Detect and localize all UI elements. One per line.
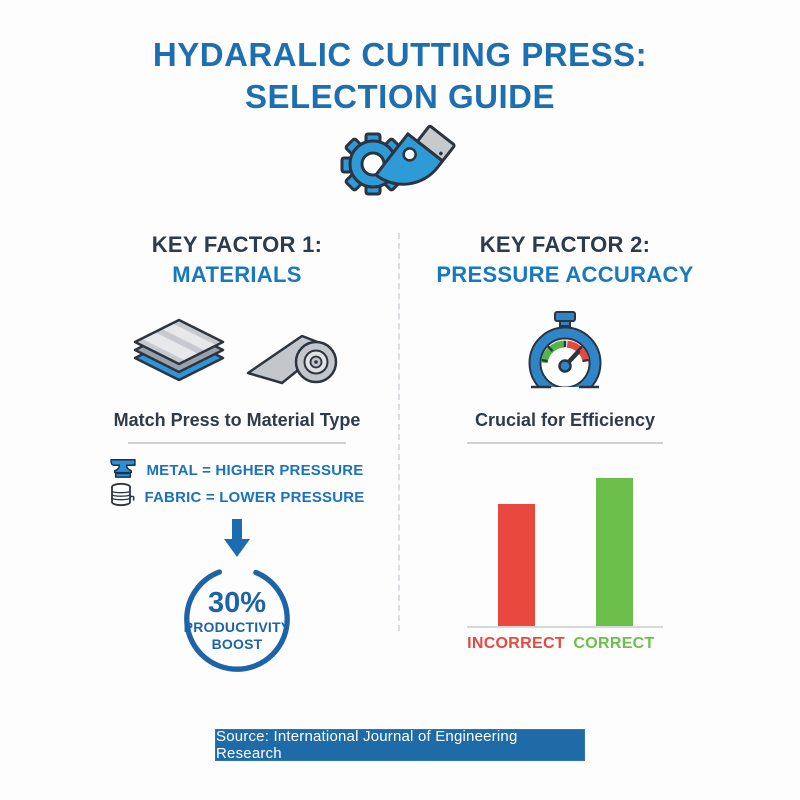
page-title-line2: SELECTION GUIDE [244,78,556,115]
factor1-subheading: MATERIALS [172,262,302,287]
factor1-subtitle: Match Press to Material Type [113,410,361,430]
bar-column-correct [565,478,663,626]
badge-label-line1: PRODUCTIVITY [183,619,291,635]
productivity-badge: 30% PRODUCTIVITY BOOST [181,563,293,675]
factor2-subtitle: Crucial for Efficiency [474,410,656,430]
gear-cutter-icon [335,118,465,215]
column-divider [398,233,400,631]
pressure-bar-chart: INCORRECT CORRECT [420,452,710,653]
legend-row-fabric: FABRIC = LOWER PRESSURE [109,482,365,513]
factor1-rule [128,442,346,444]
down-arrow-icon [87,519,387,561]
badge-label-line2: BOOST [211,636,263,652]
badge-value: 30% [207,587,267,619]
source-text: Source: International Journal of Enginee… [216,728,518,762]
page-title-line1: HYDARALIC CUTTING PRESS: [152,36,648,73]
factor2-heading: KEY FACTOR 2: [479,232,651,257]
bar-label-correct: CORRECT [573,635,655,652]
fabric-rule-label: FABRIC = LOWER PRESSURE [144,489,365,506]
thread-spool-icon [109,482,136,513]
chart-labels: INCORRECT CORRECT [420,635,710,653]
bar-column-incorrect [467,504,565,626]
pressure-legend: METAL = HIGHER PRESSURE FABRIC = LOWER P… [109,457,364,511]
stacked-sheets-icon [132,314,227,397]
badge-circle [184,566,290,672]
key-factor-2-section: KEY FACTOR 2: PRESSURE ACCURACY [420,232,710,653]
badge-text: 30% PRODUCTIVITY BOOST [181,587,293,653]
chart-bars [420,452,710,626]
gear-cutter-icon-svg [340,124,456,196]
factor2-rule [467,442,663,444]
chart-baseline [467,626,663,628]
gauge-icon [420,302,710,408]
anvil-icon [109,457,137,484]
key-factor-1-section: KEY FACTOR 1: MATERIALS [87,232,387,675]
materials-icons [87,302,387,408]
source-banner: Source: International Journal of Enginee… [215,728,585,762]
legend-row-metal: METAL = HIGHER PRESSURE [109,457,364,484]
page-title: HYDARALIC CUTTING PRESS: SELECTION GUIDE [0,34,800,118]
metal-rule-label: METAL = HIGHER PRESSURE [146,462,364,479]
bar-correct [595,478,633,626]
factor1-heading: KEY FACTOR 1: [151,232,323,257]
bar-incorrect [497,504,535,626]
fabric-roll-icon [243,317,343,394]
factor2-subheading: PRESSURE ACCURACY [436,262,694,287]
bar-label-incorrect: INCORRECT [467,635,565,652]
